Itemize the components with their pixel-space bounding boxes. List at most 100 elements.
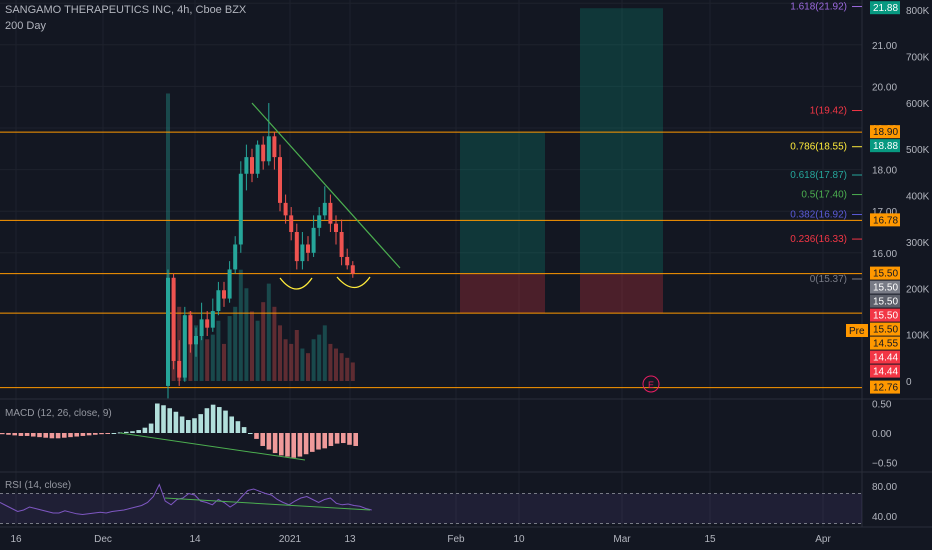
macd-histogram-bar bbox=[55, 433, 61, 439]
rsi-band bbox=[0, 493, 862, 524]
volume-bar bbox=[266, 283, 271, 381]
volume-bar bbox=[334, 348, 338, 381]
fib-level-label: 1(19.42) bbox=[810, 106, 847, 117]
time-axis-label: 14 bbox=[189, 534, 201, 545]
price-tag bbox=[870, 280, 900, 294]
macd-histogram-bar bbox=[68, 433, 73, 438]
candle-body bbox=[261, 144, 266, 162]
time-axis-label: 2021 bbox=[279, 534, 302, 545]
volume-axis-label: 600K bbox=[906, 99, 930, 110]
rsi-axis-label: 80.00 bbox=[872, 482, 897, 493]
price-tag-label: 21.88 bbox=[873, 3, 898, 14]
candle-body bbox=[227, 269, 232, 299]
price-tag bbox=[870, 336, 900, 350]
volume-axis-label: 500K bbox=[906, 145, 930, 156]
fib-level-label: 0.618(17.87) bbox=[790, 170, 847, 181]
price-axis-label: 20.00 bbox=[872, 82, 897, 93]
macd-histogram-bar bbox=[62, 433, 67, 438]
price-tag bbox=[870, 322, 900, 336]
volume-axis-label: 200K bbox=[906, 284, 930, 295]
rsi-divergence-line bbox=[164, 497, 371, 511]
macd-axis-label: 0.00 bbox=[872, 429, 892, 440]
candle-body bbox=[210, 311, 215, 328]
volume-bar bbox=[216, 320, 221, 381]
candle-body bbox=[300, 244, 305, 262]
macd-histogram-bar bbox=[341, 433, 346, 444]
volume-bar bbox=[238, 269, 243, 381]
earnings-marker bbox=[642, 375, 660, 393]
price-tag bbox=[870, 266, 900, 280]
time-axis-label: Mar bbox=[613, 534, 631, 545]
volume-axis-label: 800K bbox=[906, 6, 930, 17]
macd-histogram-bar bbox=[297, 433, 303, 457]
macd-label: MACD (12, 26, close, 9) bbox=[5, 408, 112, 419]
macd-histogram-bar bbox=[272, 433, 278, 454]
candle-body bbox=[194, 336, 198, 345]
candle-body bbox=[322, 202, 327, 216]
macd-histogram-bar bbox=[74, 433, 79, 437]
price-tag-label: 14.55 bbox=[873, 339, 898, 350]
candle-body bbox=[255, 144, 260, 174]
rsi-label: RSI (14, close) bbox=[5, 480, 72, 491]
bottom-arc bbox=[336, 276, 371, 289]
volume-axis-label: 100K bbox=[906, 331, 930, 342]
macd-histogram-bar bbox=[235, 421, 241, 433]
macd-divergence-line bbox=[119, 432, 306, 461]
volume-bar bbox=[311, 339, 316, 381]
macd-histogram-bar bbox=[316, 433, 321, 450]
candle-body bbox=[222, 290, 226, 299]
price-tag-label: 18.90 bbox=[873, 127, 898, 138]
volume-bar bbox=[166, 93, 170, 381]
price-tag-label: 15.50 bbox=[873, 283, 898, 294]
fib-level-label: 1.618(21.92) bbox=[790, 2, 847, 13]
price-tag bbox=[870, 308, 900, 322]
macd-histogram-bar bbox=[334, 433, 340, 444]
price-tag bbox=[870, 364, 900, 378]
indicator-label: 200 Day bbox=[5, 20, 46, 32]
pre-tag-label: Pre bbox=[849, 326, 865, 337]
fib-level-label: 0.5(17.40) bbox=[801, 190, 847, 201]
volume-bar bbox=[339, 353, 344, 381]
price-tag bbox=[870, 380, 900, 394]
macd-histogram-bar bbox=[310, 433, 315, 452]
macd-histogram-bar bbox=[204, 408, 210, 433]
macd-histogram-bar bbox=[49, 433, 55, 439]
price-tag bbox=[870, 139, 900, 153]
macd-histogram-bar bbox=[285, 433, 290, 457]
price-tag-label: 15.50 bbox=[873, 311, 898, 322]
candle-body bbox=[350, 265, 355, 274]
fib-level-label: 0.236(16.33) bbox=[790, 234, 847, 245]
price-tag-label: 15.50 bbox=[873, 325, 898, 336]
volume-axis-label: 700K bbox=[906, 52, 930, 63]
volume-bar bbox=[244, 288, 249, 381]
macd-histogram-bar bbox=[37, 433, 42, 438]
candle-body bbox=[328, 202, 333, 224]
macd-histogram-bar bbox=[18, 433, 24, 436]
volume-bar bbox=[328, 343, 333, 381]
candle-body bbox=[177, 360, 182, 378]
volume-bar bbox=[289, 343, 294, 381]
candle-body bbox=[166, 277, 170, 386]
rsi-axis-label: 40.00 bbox=[872, 512, 897, 523]
candle-body bbox=[233, 244, 238, 270]
price-axis-label: 18.00 bbox=[872, 166, 897, 177]
macd-histogram-bar bbox=[0, 433, 5, 435]
macd-histogram-bar bbox=[86, 433, 92, 436]
candle-body bbox=[182, 315, 187, 378]
macd-histogram-bar bbox=[24, 433, 30, 436]
volume-bar bbox=[261, 302, 266, 381]
candle-body bbox=[311, 227, 316, 253]
position-stop-zone bbox=[460, 273, 545, 314]
candle-body bbox=[199, 319, 204, 336]
bottom-arc bbox=[279, 277, 313, 290]
candle-body bbox=[283, 202, 288, 216]
price-axis-label: 16.00 bbox=[872, 249, 897, 260]
macd-histogram-bar bbox=[291, 433, 296, 458]
macd-histogram-bar bbox=[210, 404, 216, 433]
macd-histogram-bar bbox=[241, 427, 247, 433]
price-tag-label: 15.50 bbox=[873, 269, 898, 280]
volume-bar bbox=[233, 306, 238, 381]
candle-body bbox=[345, 256, 350, 266]
